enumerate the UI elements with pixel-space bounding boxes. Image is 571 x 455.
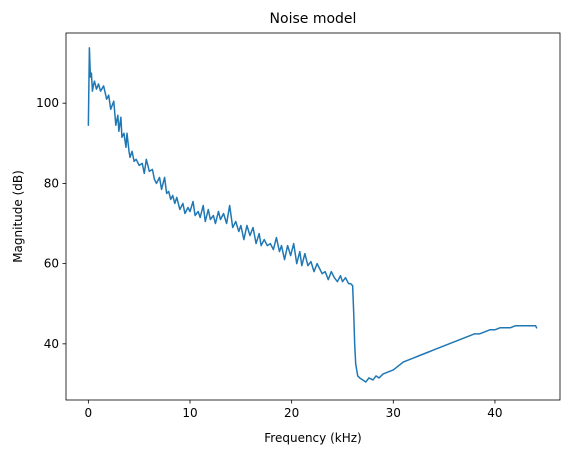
x-tick-label: 20 xyxy=(284,406,299,420)
x-axis-ticks: 0 10 20 30 40 xyxy=(85,400,503,420)
y-tick-label: 80 xyxy=(44,176,59,190)
y-axis-ticks: 40 60 80 100 xyxy=(36,96,66,351)
y-tick-label: 60 xyxy=(44,257,59,271)
plot-frame xyxy=(65,32,561,401)
x-tick-label: 0 xyxy=(85,406,93,420)
y-axis-label: Magnitude (dB) xyxy=(11,170,25,263)
plot-area: 0 10 20 30 40 40 60 80 100 xyxy=(36,32,561,420)
series-layer xyxy=(87,47,538,383)
x-tick-label: 30 xyxy=(386,406,401,420)
x-tick-label: 10 xyxy=(182,406,197,420)
chart-title: Noise model xyxy=(270,11,357,27)
series-line xyxy=(87,47,538,383)
y-tick-label: 100 xyxy=(36,96,59,110)
y-tick-label: 40 xyxy=(44,337,59,351)
x-axis-label: Frequency (kHz) xyxy=(264,431,361,445)
x-tick-label: 40 xyxy=(487,406,502,420)
